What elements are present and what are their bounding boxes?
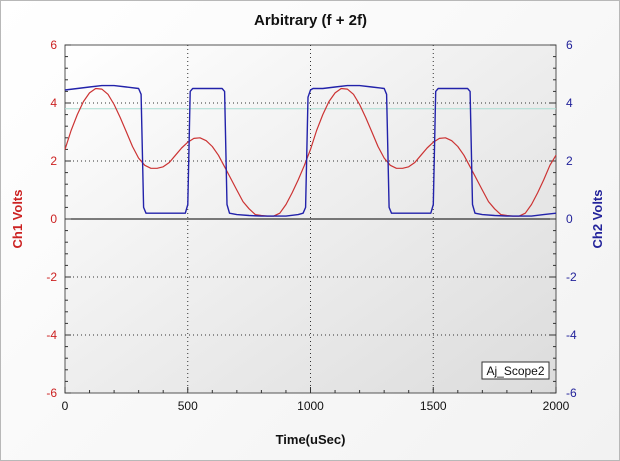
x-tick-label: 500 xyxy=(178,399,198,413)
x-tick-label: 1500 xyxy=(420,399,447,413)
badge-label: Aj_Scope2 xyxy=(486,364,544,378)
y-left-tick-label: 6 xyxy=(50,38,57,52)
y-left-tick-label: -6 xyxy=(46,386,57,400)
chart-title: Arbitrary (f + 2f) xyxy=(254,12,367,29)
y-left-tick-label: -2 xyxy=(46,270,57,284)
y-right-tick-label: 6 xyxy=(566,38,573,52)
x-tick-label: 1000 xyxy=(297,399,324,413)
y-right-tick-label: -4 xyxy=(566,328,577,342)
series-ch1-line xyxy=(64,87,557,217)
series-ch2-line xyxy=(64,84,557,217)
x-axis-label: Time(uSec) xyxy=(276,432,346,447)
y-left-tick-label: 2 xyxy=(50,154,57,168)
y-right-tick-label: -2 xyxy=(566,270,577,284)
x-tick-label: 0 xyxy=(62,399,69,413)
badge-box xyxy=(481,361,550,380)
x-tick-label: 2000 xyxy=(543,399,570,413)
y-right-tick-label: 2 xyxy=(566,154,573,168)
y-right-tick-label: 4 xyxy=(566,96,573,110)
y-right-tick-label: 0 xyxy=(566,212,573,226)
y-left-tick-label: 4 xyxy=(50,96,57,110)
y-left-tick-label: -4 xyxy=(46,328,57,342)
y-right-axis-label: Ch2 Volts xyxy=(590,190,605,249)
y-left-axis-label: Ch1 Volts xyxy=(10,190,25,249)
y-right-tick-label: -6 xyxy=(566,386,577,400)
y-left-tick-label: 0 xyxy=(50,212,57,226)
